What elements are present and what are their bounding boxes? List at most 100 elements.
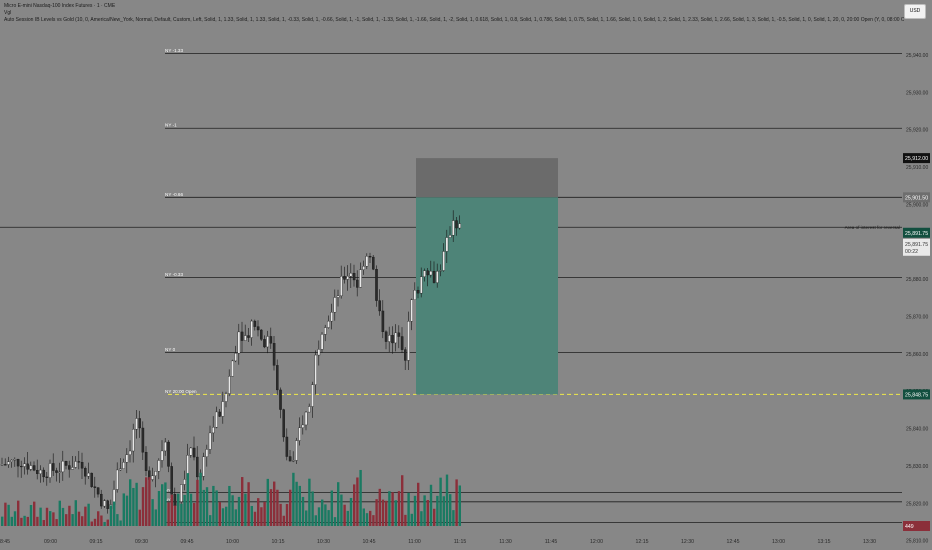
level-label: NY — [165, 497, 171, 502]
volume-bar — [295, 481, 298, 526]
volume-bar — [132, 487, 135, 526]
candle — [404, 349, 407, 361]
candle — [455, 220, 458, 229]
volume-bar — [372, 515, 375, 526]
volume-bar — [426, 500, 429, 526]
countdown-bg — [903, 238, 930, 256]
candle — [266, 336, 269, 348]
volume-bar — [442, 496, 445, 526]
volume-bar — [455, 479, 458, 526]
volume-bar — [433, 508, 436, 526]
candle — [292, 460, 295, 462]
volume-bar — [289, 489, 292, 526]
price-axis-label: 25,930.00 — [906, 90, 928, 96]
volume-bar — [353, 484, 356, 526]
volume-bar — [55, 519, 58, 526]
volume-bar — [39, 507, 42, 526]
candle — [154, 471, 157, 476]
volume-bar — [23, 515, 26, 526]
volume-bar — [17, 500, 20, 526]
candle — [308, 406, 311, 413]
time-axis-label: 12:45 — [727, 539, 740, 545]
candle — [4, 464, 7, 466]
candle — [189, 447, 193, 456]
candle — [237, 331, 241, 354]
volume-bar — [193, 503, 196, 526]
volume-bar — [145, 477, 148, 526]
candle — [224, 393, 228, 402]
candle — [458, 223, 461, 229]
candle — [228, 376, 231, 394]
volume-bar — [439, 477, 442, 526]
candle — [208, 432, 212, 450]
candle — [384, 331, 388, 342]
candle — [205, 449, 209, 457]
candle — [349, 272, 353, 277]
time-axis-label: 09:30 — [135, 539, 148, 545]
volume-bar — [445, 474, 449, 526]
target-price-tag: 25,901.50 — [905, 195, 928, 201]
candle — [413, 290, 417, 300]
candle — [327, 320, 330, 328]
volume-bar — [260, 507, 263, 526]
currency-button[interactable]: USD — [904, 4, 926, 19]
time-axis-label: 10:15 — [272, 539, 285, 545]
candle — [260, 329, 263, 340]
candle — [141, 427, 145, 453]
candle — [221, 401, 225, 417]
volume-bar — [36, 516, 39, 526]
volume-bar — [420, 511, 423, 526]
volume-bar — [228, 485, 231, 526]
volume-bar — [74, 500, 77, 526]
volume-bar — [385, 500, 388, 526]
volume-bar — [378, 488, 381, 526]
stop-loss-zone — [416, 158, 558, 198]
price-axis-label: 25,900.00 — [906, 202, 928, 208]
candle — [346, 276, 349, 280]
candle — [87, 472, 90, 477]
volume-bar — [436, 495, 439, 526]
candle — [68, 465, 71, 470]
candle — [164, 441, 167, 452]
volume-bar — [452, 510, 455, 526]
candle — [256, 326, 260, 331]
volume-bar — [103, 521, 106, 526]
countdown-time-tag: 00:22 — [905, 249, 918, 255]
volume-bar — [458, 485, 461, 526]
candle — [448, 235, 452, 238]
candle — [320, 334, 324, 350]
candle — [218, 411, 221, 417]
volume-bar — [205, 487, 209, 526]
volume-bar — [301, 496, 305, 526]
volume-bar — [106, 519, 109, 526]
indicator-settings[interactable]: Auto Session IB Levels vs Gold (10, 0, A… — [4, 17, 904, 23]
volume-bar — [138, 509, 141, 526]
volume-bar — [10, 516, 13, 526]
volume-bar — [135, 482, 138, 526]
volume-bar — [404, 514, 407, 526]
volume-bar — [333, 517, 337, 526]
candle — [343, 276, 346, 280]
volume-bar — [90, 521, 93, 526]
candle — [378, 300, 381, 312]
candle — [420, 276, 423, 294]
volume-bar — [209, 515, 212, 526]
candle — [368, 256, 372, 258]
candle — [288, 456, 292, 462]
price-axis-label: 25,870.00 — [906, 315, 928, 321]
candle — [29, 465, 33, 470]
candle — [317, 349, 321, 356]
volume-bar — [241, 477, 244, 526]
candle — [311, 384, 314, 407]
volume-bar — [327, 510, 330, 526]
candle — [84, 468, 87, 477]
candle — [304, 411, 308, 426]
candle — [119, 468, 122, 471]
candle — [202, 456, 205, 477]
volume-bar — [305, 510, 308, 526]
candle — [93, 486, 97, 488]
volume-bar — [282, 515, 285, 526]
candle — [397, 332, 401, 337]
